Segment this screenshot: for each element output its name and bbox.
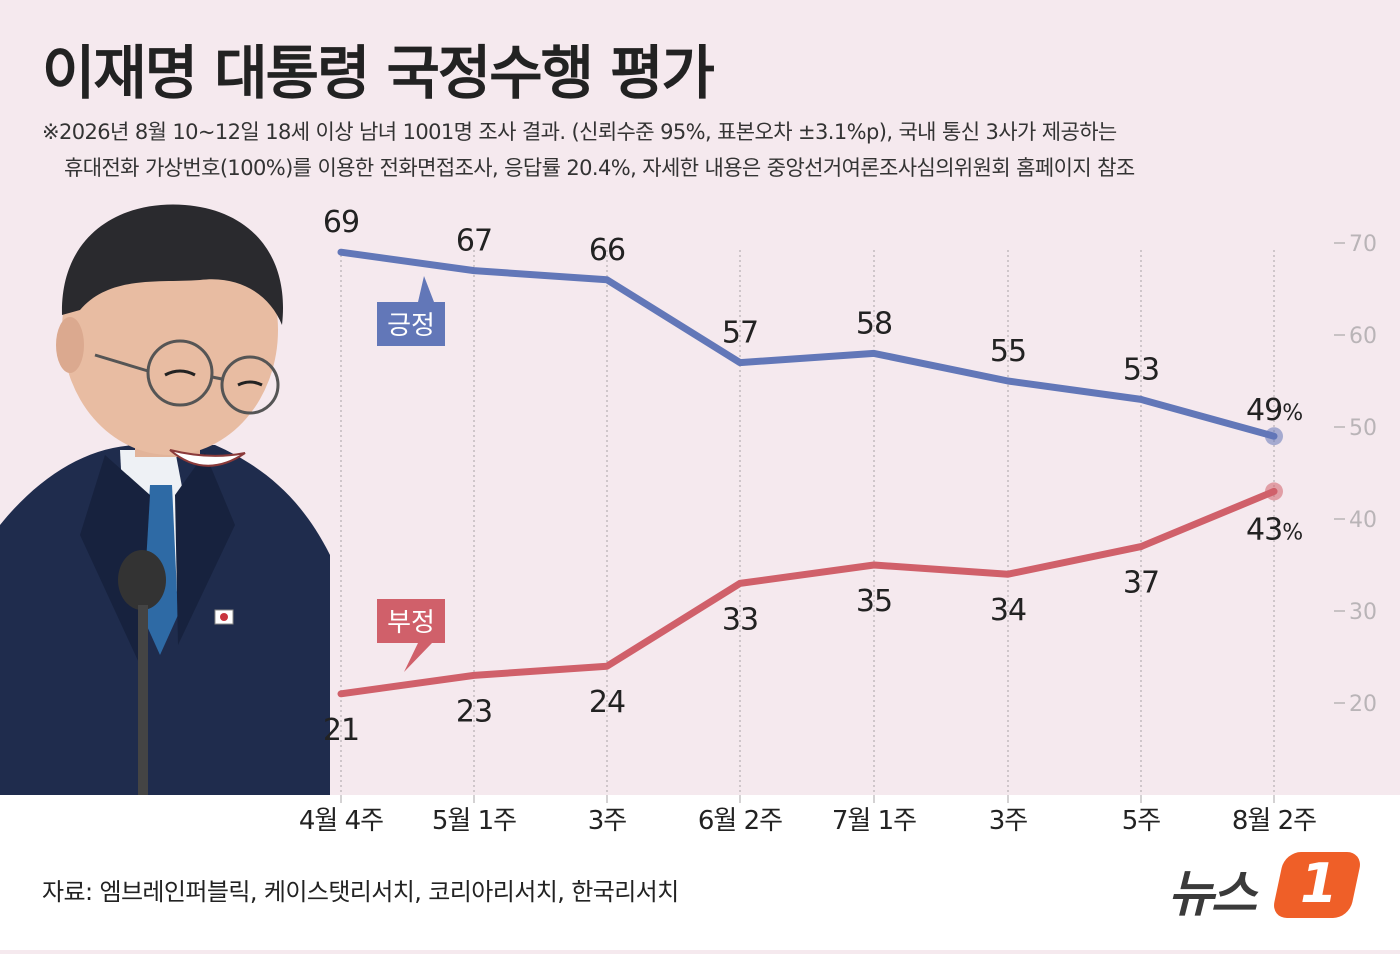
value-label-negative-7: 43%	[1246, 512, 1302, 547]
value-label-negative-1: 23	[456, 694, 492, 729]
value-label-positive-3: 57	[722, 316, 758, 351]
series-line-positive	[337, 248, 1278, 440]
value-label-positive-5: 55	[990, 334, 1026, 369]
value-label-negative-3: 33	[722, 602, 758, 637]
x-tick-label-6: 5주	[1122, 806, 1161, 836]
grid-lines	[340, 250, 1275, 795]
y-tick-label-4: 30	[1349, 600, 1377, 625]
series-end-point-1	[1265, 482, 1283, 501]
survey-note-line-1: ※2026년 8월 10~12일 18세 이상 남녀 1001명 조사 결과. …	[42, 120, 1117, 144]
value-label-positive-4: 58	[856, 306, 892, 341]
x-tick-label-4: 7월 1주	[832, 806, 916, 836]
x-axis-labels: 4월 4주 5월 1주 3주 6월 2주 7월 1주 3주 5주 8월 2주	[299, 795, 1317, 836]
series-end-point-0	[1265, 427, 1283, 446]
president-photo	[0, 204, 330, 795]
value-label-negative-2: 24	[589, 685, 625, 720]
x-tick-label-2: 3주	[588, 806, 627, 836]
y-axis-ticks: 70 60 50 40 30 20	[1334, 232, 1377, 717]
callout-negative-box	[377, 599, 445, 643]
survey-note-line-2: 휴대전화 가상번호(100%)를 이용한 전화면접조사, 응답률 20.4%, …	[64, 156, 1135, 180]
callout-positive-pointer	[418, 276, 434, 302]
value-label-negative-5: 34	[990, 593, 1026, 628]
x-tick-label-5: 3주	[989, 806, 1028, 836]
value-label-positive-7: 49%	[1246, 393, 1302, 428]
chart-title: 이재명 대통령 국정수행 평가	[42, 39, 715, 107]
callout-negative-label: 부정	[387, 608, 435, 638]
callout-positive-label: 긍정	[387, 311, 435, 341]
value-label-positive-0: 69	[323, 205, 359, 240]
y-tick-label-5: 20	[1349, 692, 1377, 717]
value-label-negative-6: 37	[1123, 566, 1159, 601]
source-text: 자료: 엠브레인퍼블릭, 케이스탯리서치, 코리아리서치, 한국리서치	[42, 878, 679, 906]
logo-badge-number: 1	[1300, 852, 1338, 915]
value-label-positive-6: 53	[1123, 352, 1159, 387]
y-tick-label-2: 50	[1349, 416, 1377, 441]
x-tick-label-3: 6월 2주	[698, 806, 782, 836]
value-label-positive-1: 67	[456, 224, 492, 259]
x-axis-band: 4월 4주 5월 1주 3주 6월 2주 7월 1주 3주 5주 8월 2주	[0, 795, 1400, 950]
callout-negative-pointer	[404, 643, 432, 672]
value-label-negative-0: 21	[323, 713, 359, 748]
x-axis: 4월 4주 5월 1주 3주 6월 2주 7월 1주 3주 5주 8월 2주	[299, 795, 1317, 836]
y-tick-label-1: 60	[1349, 324, 1377, 349]
x-tick-label-1: 5월 1주	[432, 806, 516, 836]
series-lines	[337, 248, 1283, 698]
y-tick-label-0: 70	[1349, 232, 1377, 257]
series-line-negative	[337, 487, 1278, 698]
x-tick-label-7: 8월 2주	[1232, 806, 1316, 836]
y-tick-label-3: 40	[1349, 508, 1377, 533]
value-label-negative-4: 35	[856, 584, 892, 619]
news1-logo: 뉴스 1	[1168, 848, 1364, 928]
value-label-positive-2: 66	[589, 233, 625, 268]
callout-positive-box	[377, 302, 445, 346]
logo-wordmark: 뉴스	[1168, 865, 1257, 923]
point-labels: 69 67 66 57 58 55 53 49% 21 23 24 33 35 34 37 43%	[323, 205, 1303, 748]
x-tick-label-0: 4월 4주	[299, 806, 383, 836]
